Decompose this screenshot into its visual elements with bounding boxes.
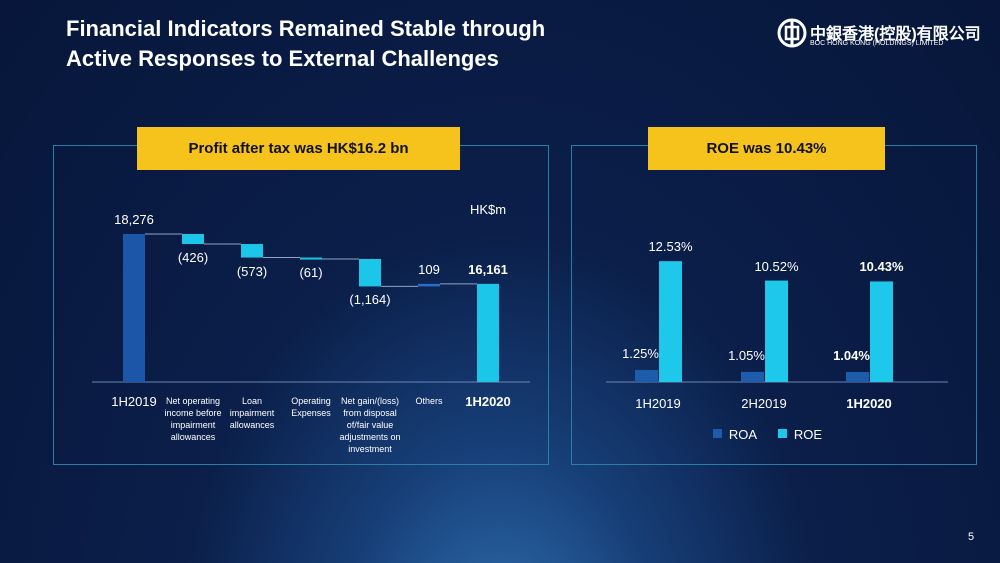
x-tick-label: Net gain/(loss) from disposal of/fair va… (339, 396, 401, 454)
bar (659, 261, 682, 382)
value-label: 16,161 (468, 261, 508, 277)
x-tick-label: 1H2019 (635, 396, 681, 411)
value-label: (1,164) (349, 292, 391, 308)
bar (241, 244, 263, 258)
value-label: (426) (177, 250, 209, 266)
x-tick-label: 1H2020 (465, 394, 511, 409)
x-tick-label: Loan impairment allowances (229, 396, 275, 430)
logo-en: BOC HONG KONG (HOLDINGS) LIMITED (810, 40, 944, 47)
value-label: 18,276 (114, 211, 154, 227)
bar (182, 233, 204, 245)
bar (635, 369, 658, 382)
legend-label: ROE (793, 427, 823, 442)
unit-label: HK$m (469, 202, 507, 217)
value-label: 1.05% (728, 347, 765, 363)
bar (123, 233, 145, 382)
callout: ROE was 10.43% (648, 127, 885, 170)
bar (477, 283, 499, 382)
value-label: 1.04% (833, 347, 870, 363)
value-label: (573) (236, 263, 268, 279)
legend-label: ROA (728, 427, 758, 442)
x-tick-label: Others (415, 396, 443, 406)
callout: Profit after tax was HK$16.2 bn (137, 127, 460, 170)
slide-title: Financial Indicators Remained Stable thr… (66, 16, 546, 71)
x-tick-label: 1H2020 (846, 396, 892, 411)
value-label: (61) (299, 264, 323, 280)
bar (418, 283, 440, 287)
value-label: 10.52% (754, 258, 799, 274)
logo-cn: 中銀香港(控股)有限公司 (810, 26, 981, 43)
value-label: 10.43% (859, 259, 904, 275)
bar (300, 257, 322, 260)
x-tick-label: Operating Expenses (291, 396, 331, 418)
bar (359, 258, 381, 287)
bar (765, 280, 788, 382)
bar (741, 371, 764, 382)
legend-swatch (778, 429, 787, 438)
page-number: 5 (968, 531, 975, 543)
legend-swatch (713, 429, 722, 438)
x-tick-label: 2H2019 (741, 396, 787, 411)
value-label: 109 (418, 261, 440, 277)
x-tick-label: Net operating income before impairment a… (164, 396, 222, 442)
x-tick-label: 1H2019 (111, 394, 157, 409)
bar (846, 371, 869, 382)
bar (870, 281, 893, 382)
value-label: 12.53% (648, 239, 693, 255)
value-label: 1.25% (622, 345, 659, 361)
logo-icon (777, 18, 807, 48)
